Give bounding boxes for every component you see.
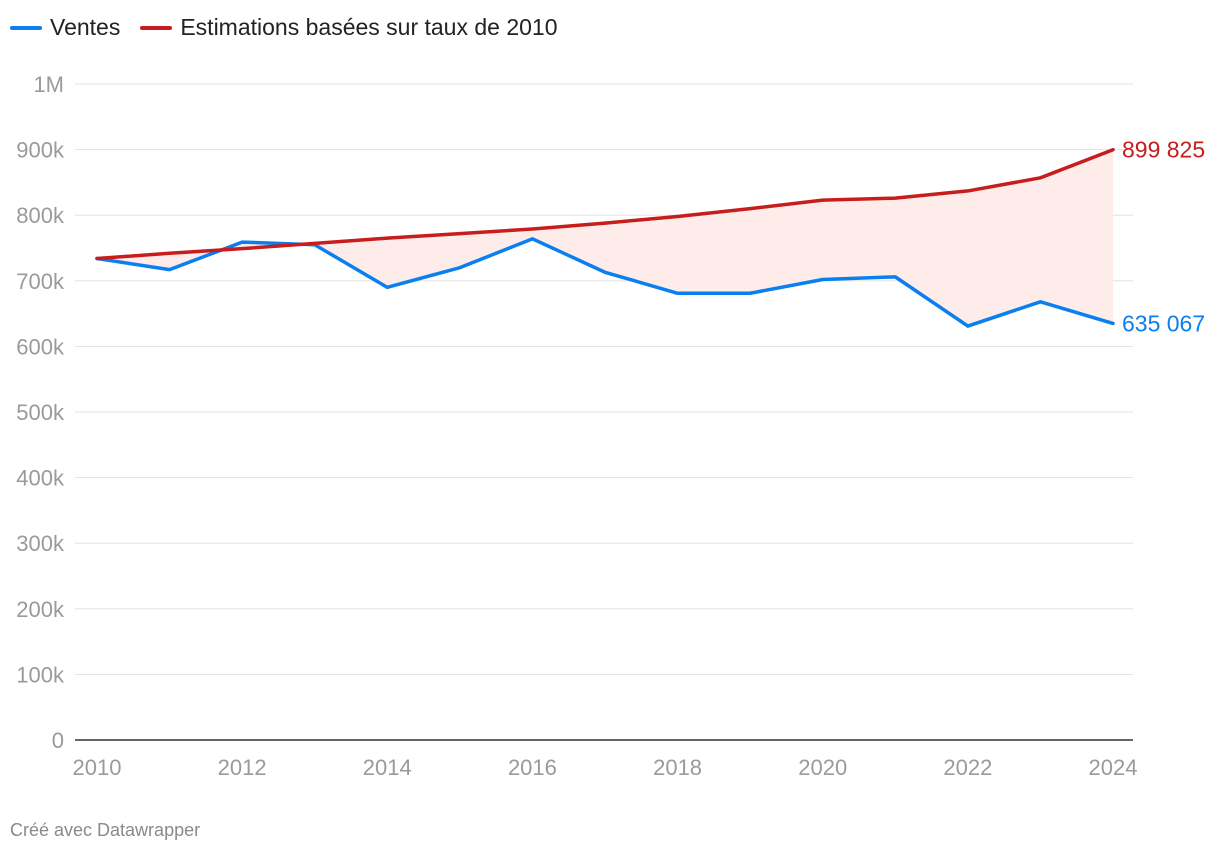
- y-tick-label: 800k: [16, 203, 65, 228]
- data-point-ventes: [893, 275, 897, 279]
- legend: Ventes Estimations basées sur taux de 20…: [10, 14, 558, 41]
- data-point-estimations: [821, 198, 825, 202]
- y-tick-label: 200k: [16, 597, 65, 622]
- data-point-estimations: [1111, 148, 1115, 152]
- data-point-estimations: [458, 232, 462, 236]
- data-point-ventes: [458, 266, 462, 270]
- data-point-estimations: [676, 215, 680, 219]
- y-tick-label: 600k: [16, 334, 65, 359]
- data-point-estimations: [530, 227, 534, 231]
- data-point-estimations: [240, 247, 244, 251]
- gap-area: [97, 149, 1113, 327]
- y-tick-label: 100k: [16, 662, 65, 687]
- end-label-ventes: 635 067: [1122, 310, 1205, 336]
- data-point-ventes: [821, 277, 825, 281]
- data-point-estimations: [893, 196, 897, 200]
- x-tick-label: 2018: [653, 755, 702, 780]
- data-point-ventes: [676, 291, 680, 295]
- data-point-ventes: [240, 240, 244, 244]
- data-point-ventes: [1038, 300, 1042, 304]
- x-tick-label: 2014: [363, 755, 412, 780]
- x-tick-label: 2010: [73, 755, 122, 780]
- line-chart: 0 100k 200k 300k 400k 500k 600k 700k 800k 900k 1M 2…: [16, 72, 1205, 780]
- y-tick-label: 1M: [33, 72, 64, 97]
- data-point-ventes: [748, 291, 752, 295]
- data-point-ventes: [1111, 321, 1115, 325]
- end-label-estimations: 899 825: [1122, 137, 1205, 163]
- data-point-estimations: [603, 221, 607, 225]
- data-point-ventes: [385, 285, 389, 289]
- legend-label-estimations: Estimations basées sur taux de 2010: [180, 14, 558, 40]
- data-point-ventes: [603, 270, 607, 274]
- data-point-estimations: [1038, 176, 1042, 180]
- data-point-ventes: [530, 237, 534, 241]
- legend-item-estimations: Estimations basées sur taux de 2010: [140, 14, 558, 41]
- legend-swatch-estimations: [140, 25, 173, 30]
- data-point-estimations: [168, 251, 172, 255]
- data-point-estimations: [313, 241, 317, 245]
- data-point-estimations: [95, 256, 99, 260]
- y-tick-label: 500k: [16, 400, 65, 425]
- data-point-estimations: [966, 189, 970, 193]
- y-tick-label: 300k: [16, 531, 65, 556]
- x-tick-label: 2020: [798, 755, 847, 780]
- legend-label-ventes: Ventes: [50, 14, 121, 40]
- y-tick-label: 700k: [16, 269, 65, 294]
- x-tick-label: 2022: [943, 755, 992, 780]
- data-point-ventes: [168, 268, 172, 272]
- x-tick-label: 2016: [508, 755, 557, 780]
- credit-text: Créé avec Datawrapper: [10, 820, 201, 840]
- legend-item-ventes: Ventes: [10, 14, 120, 41]
- data-point-estimations: [748, 207, 752, 211]
- y-tick-label: 0: [52, 728, 64, 753]
- data-point-estimations: [385, 236, 389, 240]
- data-point-ventes: [966, 324, 970, 328]
- y-tick-label: 400k: [16, 466, 65, 491]
- legend-swatch-ventes: [10, 25, 42, 30]
- x-tick-label: 2012: [218, 755, 267, 780]
- x-tick-label: 2024: [1089, 755, 1138, 780]
- y-tick-label: 900k: [16, 138, 65, 163]
